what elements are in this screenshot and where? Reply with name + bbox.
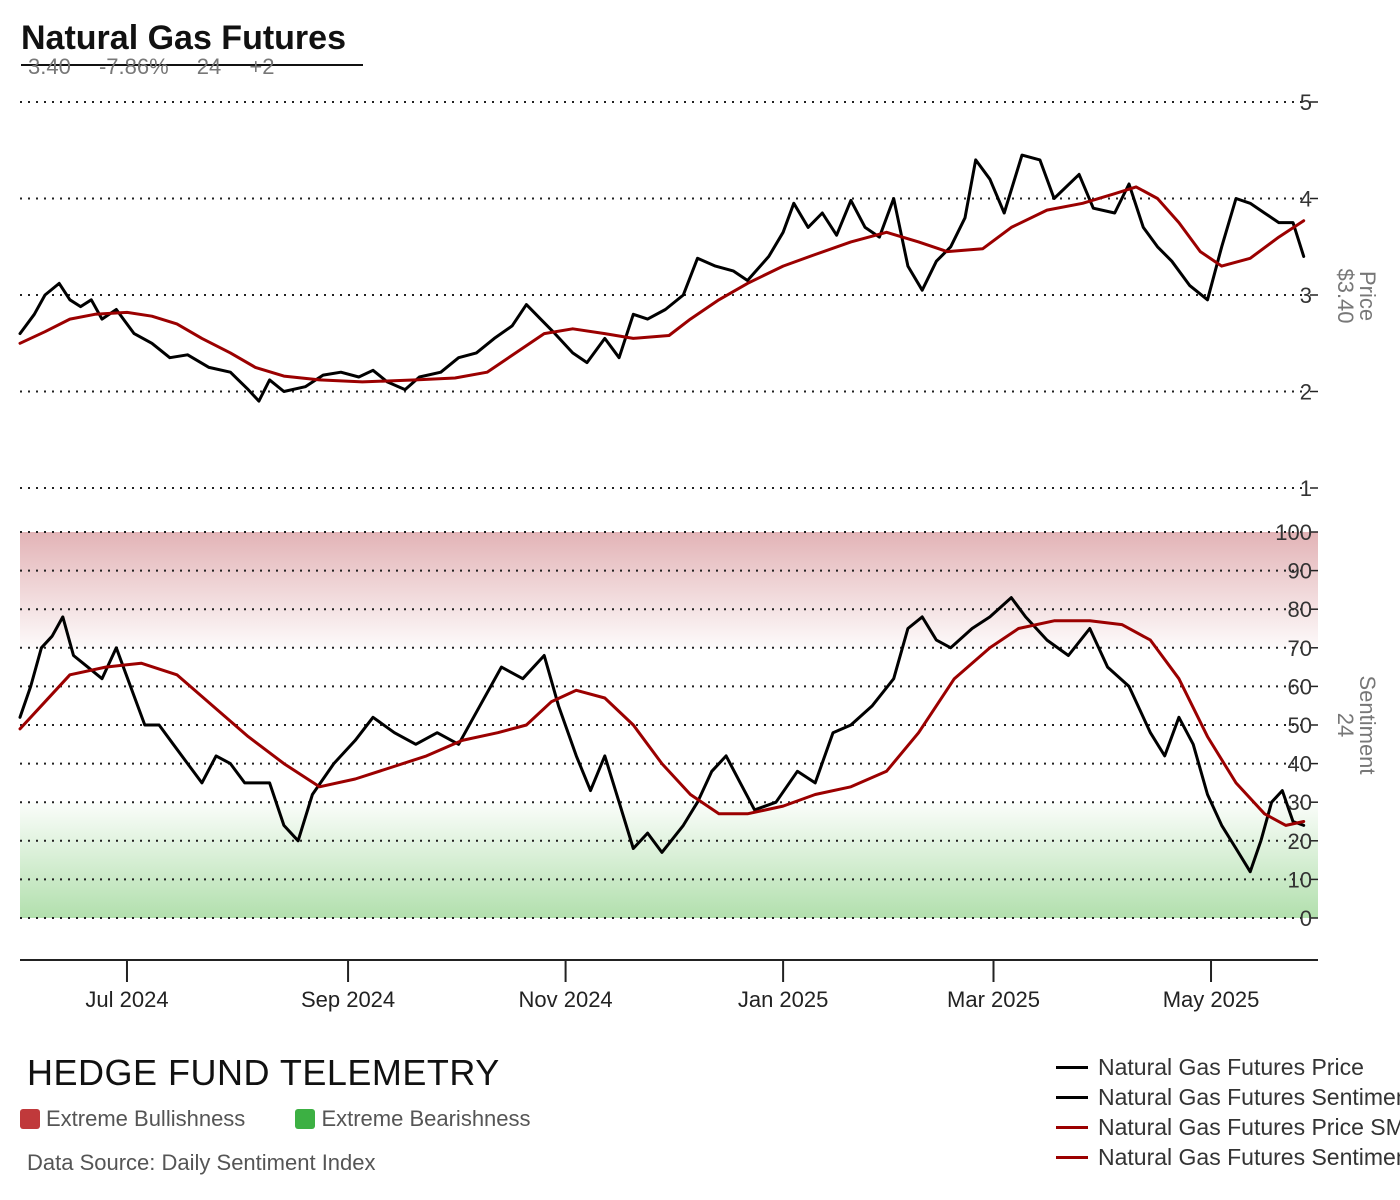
y-tick-label: 2 — [1300, 380, 1312, 405]
bearish-zone — [20, 802, 1318, 918]
x-tick-label: Nov 2024 — [518, 987, 612, 1012]
stat-sentiment-change: +2 — [249, 54, 275, 79]
y-tick-label: 50 — [1288, 713, 1312, 738]
legend-item-price[interactable]: Natural Gas Futures Price — [1056, 1052, 1400, 1082]
zone-label-bullish: Extreme Bullishness — [46, 1106, 246, 1131]
legend-line-icon — [1056, 1155, 1088, 1159]
bullish-swatch-icon — [20, 1109, 40, 1129]
legend-label: Natural Gas Futures Sentiment — [1098, 1083, 1400, 1110]
y-tick-label: 90 — [1288, 559, 1312, 584]
stats-row: 3.40 -7.86% 24 +2 — [28, 54, 297, 80]
sma-line-price — [18, 185, 1306, 384]
y-tick-label: 1 — [1300, 476, 1312, 501]
stat-last-price: 3.40 — [28, 54, 71, 79]
legend-label: Natural Gas Futures Price SMA — [1098, 1113, 1400, 1140]
legend-line-icon — [1056, 1125, 1088, 1129]
y-tick-label: 4 — [1300, 187, 1312, 212]
x-tick-label: Sep 2024 — [301, 987, 395, 1012]
legend-item-price-sma[interactable]: Natural Gas Futures Price SMA — [1056, 1112, 1400, 1142]
brand-name: HEDGE FUND TELEMETRY — [27, 1052, 500, 1093]
x-tick-label: Jul 2024 — [85, 987, 168, 1012]
y-tick-label: 5 — [1300, 90, 1312, 115]
stat-price-change: -7.86% — [98, 54, 169, 79]
y-tick-label: 30 — [1288, 790, 1312, 815]
legend-line-icon — [1056, 1065, 1088, 1069]
y-tick-label: 20 — [1288, 829, 1312, 854]
zone-legend-bearish: Extreme Bearishness — [295, 1106, 531, 1132]
y-tick-label: 3 — [1300, 283, 1312, 308]
price-axis-label: Price$3.40 — [1333, 268, 1380, 323]
legend-line-icon — [1056, 1095, 1088, 1099]
zone-legend: Extreme Bullishness Extreme Bearishness — [20, 1106, 575, 1135]
x-tick-label: Mar 2025 — [947, 987, 1040, 1012]
data-source: Data Source: Daily Sentiment Index — [27, 1150, 376, 1175]
zone-label-bearish: Extreme Bearishness — [321, 1106, 531, 1131]
sentiment-axis-label: Sentiment24 — [1333, 675, 1380, 774]
stat-sentiment: 24 — [196, 54, 222, 79]
legend-item-sentiment-sma[interactable]: Natural Gas Futures Sentiment SMA — [1056, 1142, 1400, 1172]
bearish-swatch-icon — [295, 1109, 316, 1129]
sentiment-chart: 1 2 3 4 5 Price$3.40 0 10 20 30 40 50 60 70 80 90 100 Sen… — [18, 90, 1380, 1012]
y-tick-label: 0 — [1300, 906, 1312, 931]
zone-legend-bullish: Extreme Bullishness — [20, 1106, 245, 1132]
y-tick-label: 10 — [1288, 867, 1312, 892]
series-line-sentiment — [18, 596, 1306, 874]
legend-item-sentiment[interactable]: Natural Gas Futures Sentiment — [1056, 1082, 1400, 1112]
y-tick-label: 60 — [1288, 674, 1312, 699]
y-tick-label: 40 — [1288, 752, 1312, 777]
legend-label: Natural Gas Futures Sentiment SMA — [1098, 1143, 1400, 1170]
y-tick-label: 80 — [1288, 597, 1312, 622]
legend-label: Natural Gas Futures Price — [1098, 1053, 1364, 1080]
x-tick-label: May 2025 — [1163, 987, 1260, 1012]
y-tick-label: 100 — [1275, 520, 1312, 545]
series-legend: Natural Gas Futures Price Natural Gas Fu… — [1056, 1052, 1400, 1172]
chart-title: Natural Gas Futures — [21, 19, 346, 57]
x-tick-label: Jan 2025 — [738, 987, 829, 1012]
series-line-price — [18, 153, 1306, 403]
y-tick-label: 70 — [1288, 636, 1312, 661]
title-underline — [21, 64, 363, 66]
sma-line-sentiment — [18, 619, 1306, 827]
bullish-zone — [20, 532, 1318, 648]
